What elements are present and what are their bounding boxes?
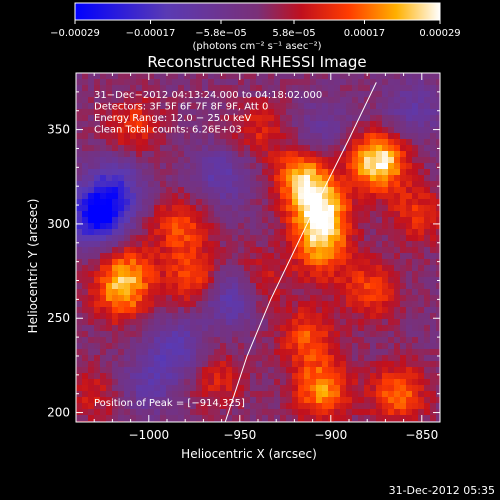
- y-tick-label: 300: [47, 217, 70, 231]
- colorbar-tick-label: 0.00029: [419, 28, 460, 39]
- y-tick-label: 350: [47, 123, 70, 137]
- annotation-line: Clean Total counts: 6.26E+03: [94, 125, 242, 136]
- colorbar-tick-label: −5.8e−05: [195, 28, 247, 39]
- x-tick-label: −850: [405, 428, 438, 442]
- colorbar: −0.00029 −0.00017 −5.8e−05 5.8e−05 0.00017 0.…: [50, 2, 461, 52]
- chart-title: Reconstructed RHESSI Image: [147, 53, 366, 71]
- x-tick-label: −1000: [129, 428, 170, 442]
- annotation-line: Detectors: 3F 5F 6F 7F 8F 9F, Att 0: [94, 102, 268, 113]
- x-tick-label: −950: [223, 428, 256, 442]
- solar-limb-curve: [224, 82, 377, 422]
- annotation-line: Energy Range: 12.0 − 25.0 keV: [94, 113, 251, 124]
- annotation-block: 31−Dec−2012 04:13:24.000 to 04:18:02.000…: [94, 90, 322, 136]
- colorbar-unit-label: (photons cm⁻² s⁻¹ asec⁻²): [192, 41, 321, 52]
- peak-position-label: Position of Peak = [−914,325]: [94, 398, 245, 409]
- footer-timestamp: 31-Dec-2012 05:35: [389, 484, 495, 497]
- colorbar-tick-label: −0.00029: [50, 28, 100, 39]
- colorbar-gradient: [74, 2, 441, 21]
- y-tick-label: 200: [47, 406, 70, 420]
- x-axis-label: Heliocentric X (arcsec): [181, 447, 317, 461]
- y-tick-label: 250: [47, 311, 70, 325]
- colorbar-tick-label: 0.00017: [344, 28, 385, 39]
- y-axis-label: Heliocentric Y (arcsec): [26, 199, 40, 334]
- colorbar-tick-label: −0.00017: [126, 28, 176, 39]
- colorbar-tick-label: 5.8e−05: [272, 28, 315, 39]
- x-tick-label: −900: [314, 428, 347, 442]
- heatmap-image: [76, 73, 440, 422]
- annotation-line: 31−Dec−2012 04:13:24.000 to 04:18:02.000: [94, 90, 322, 101]
